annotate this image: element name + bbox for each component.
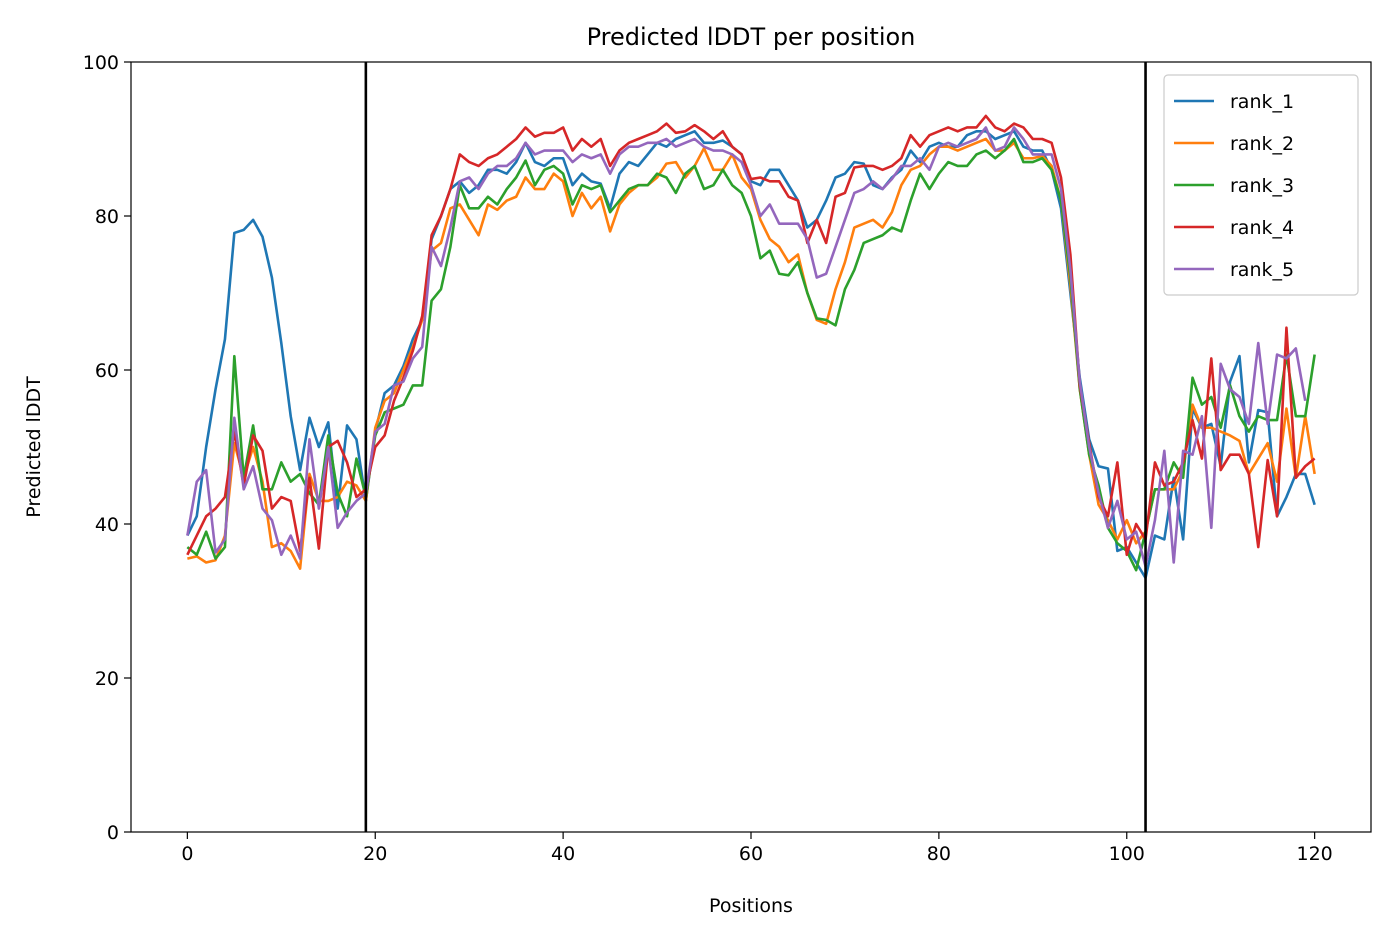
legend-label-rank_1: rank_1 (1230, 91, 1294, 113)
y-tick-label: 20 (95, 668, 119, 690)
series-line-rank_5 (186, 126, 1307, 568)
legend-label-rank_2: rank_2 (1230, 133, 1294, 155)
legend-label-rank_4: rank_4 (1230, 217, 1294, 239)
x-axis-label: Positions (709, 895, 793, 917)
legend-box (1163, 74, 1359, 296)
chart-title: Predicted lDDT per position (587, 23, 916, 51)
y-axis-label: Predicted lDDT (23, 376, 45, 518)
y-tick-label: 80 (95, 206, 119, 228)
axes-frame (130, 61, 1372, 833)
y-tick-label: 60 (95, 360, 119, 382)
x-tick-label: 120 (1297, 843, 1333, 865)
x-tick-label: 0 (181, 843, 193, 865)
series-line-rank_4 (186, 114, 1316, 557)
y-tick-label: 0 (107, 822, 119, 844)
legend: rank_1 rank_2 rank_3 rank_4 rank_5 (1163, 74, 1359, 296)
series-group (186, 62, 1316, 832)
plot-area (186, 62, 1316, 832)
x-tick-label: 60 (739, 843, 763, 865)
legend-label-rank_3: rank_3 (1230, 175, 1294, 197)
y-tick-label: 40 (95, 514, 119, 536)
x-tick-label: 20 (363, 843, 387, 865)
y-axis: 0 20 40 60 80 100 (83, 52, 131, 844)
x-tick-label: 80 (927, 843, 951, 865)
x-tick-label: 40 (551, 843, 575, 865)
legend-label-rank_5: rank_5 (1230, 259, 1294, 281)
y-tick-label: 100 (83, 52, 119, 74)
x-tick-label: 100 (1109, 843, 1145, 865)
x-axis: 0 20 40 60 80 100 120 (181, 832, 1333, 865)
